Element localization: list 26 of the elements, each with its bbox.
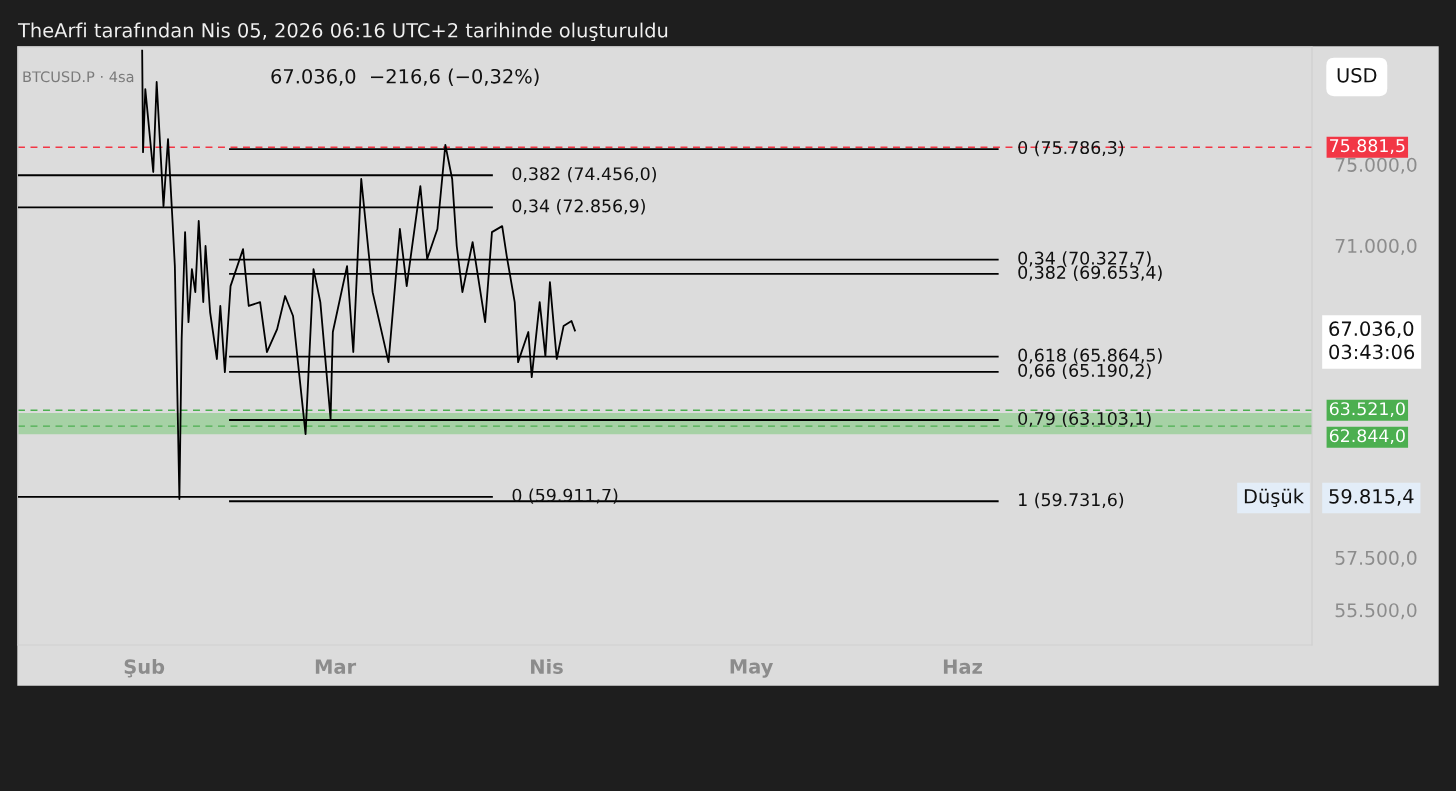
x-tick-label: Haz xyxy=(943,659,982,674)
chart-title: TheArfi tarafından Nis 05, 2026 06:16 UTC+2 tarihinde oluşturuldu xyxy=(17,22,668,42)
x-tick-label: Şub xyxy=(124,658,165,678)
series-label: 0,34 (72.856,9) xyxy=(512,199,645,215)
text: USD xyxy=(1337,67,1377,83)
series-label: 1 (59.731,6) xyxy=(1019,492,1124,509)
x-tick-label: Nis xyxy=(531,658,563,674)
y-tick-label: 75.000,0 xyxy=(1335,157,1417,174)
text: 59.815,4 xyxy=(1329,488,1414,506)
annotation: 67.036,0 −216,6 (−0,32%) xyxy=(271,68,539,86)
ref-line-label: 63.521,0 xyxy=(1329,402,1405,418)
y-tick-label: 71.000,0 xyxy=(1335,238,1417,255)
annotation: BTCUSD.P · 4sa xyxy=(23,71,134,83)
ref-line-label: 62.844,0 xyxy=(1329,429,1405,445)
series-label: 0,34 (70.327,7) xyxy=(1018,251,1151,267)
annotation: Düşük xyxy=(1244,488,1304,508)
series-label: 0,618 (65.864,5) xyxy=(1018,348,1162,364)
x-tick-label: May xyxy=(730,659,774,678)
x-tick-label: Mar xyxy=(315,659,357,674)
series-label: 0,382 (74.456,0) xyxy=(512,166,656,183)
series-label: 0,66 (65.190,2) xyxy=(1018,363,1151,379)
y-tick-label: 55.500,0 xyxy=(1335,603,1417,620)
y-tick-label: 57.500,0 xyxy=(1335,550,1417,567)
text: 67.036,0 03:43:06 xyxy=(1329,321,1415,360)
ref-line-label: 75.881,5 xyxy=(1330,139,1405,155)
series-label: 0,79 (63.103,1) xyxy=(1018,411,1151,428)
